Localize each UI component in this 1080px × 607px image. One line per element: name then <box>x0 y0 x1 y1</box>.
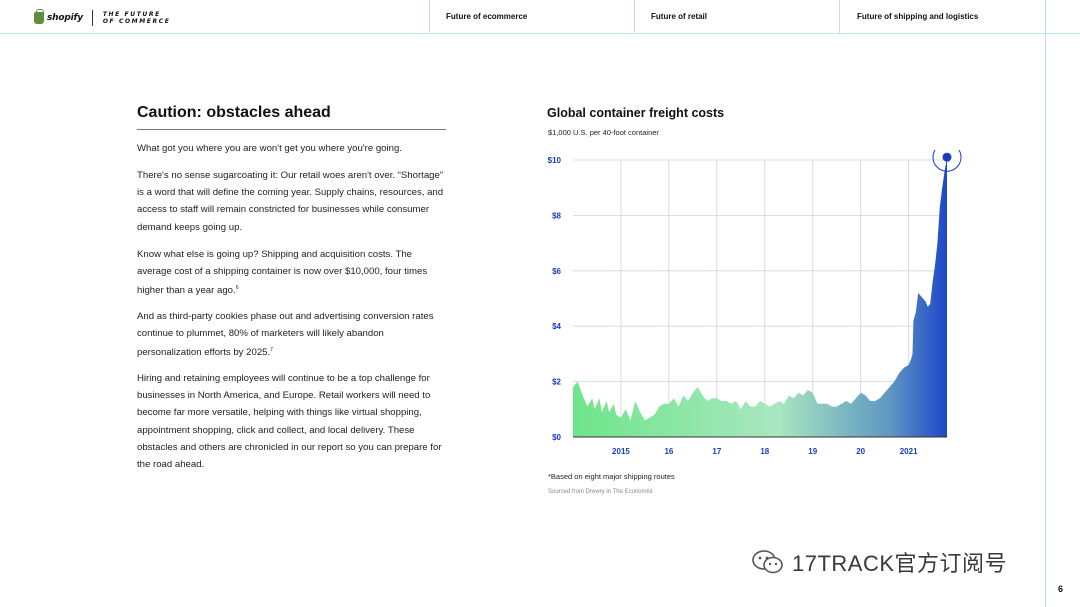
brand-tagline: THE FUTURE OF COMMERCE <box>103 11 171 25</box>
nav-divider <box>839 0 840 34</box>
watermark: 17TRACK官方订阅号 <box>752 546 1007 578</box>
shopify-bag-icon <box>34 9 44 24</box>
wechat-icon <box>752 550 783 574</box>
footnote-ref-6: 6 <box>235 285 239 292</box>
article-title: Caution: obstacles ahead <box>137 104 331 121</box>
tagline-line-1: THE FUTURE <box>102 11 161 18</box>
x-tick-label: 20 <box>856 447 865 456</box>
watermark-text: 17TRACK官方订阅号 <box>792 551 1008 576</box>
y-tick-label: $4 <box>552 322 561 331</box>
y-tick-label: $10 <box>548 156 562 165</box>
article-paragraph-1: What got you where you are won't get you… <box>137 143 402 154</box>
page-margin-rule <box>1045 0 1046 607</box>
x-tick-label: 2015 <box>612 447 630 456</box>
article-paragraph-5: Hiring and retaining employees will cont… <box>137 373 442 471</box>
article-paragraph-3: Know what else is going up? Shipping and… <box>137 246 447 300</box>
x-tick-label: 2021 <box>900 447 918 456</box>
x-tick-label: 19 <box>808 447 817 456</box>
y-tick-label: $6 <box>552 267 561 276</box>
x-tick-label: 18 <box>760 447 769 456</box>
paragraph-3-text: Know what else is going up? Shipping and… <box>137 249 428 297</box>
article-paragraph-4: And as third-party cookies phase out and… <box>137 308 447 362</box>
y-tick-label: $0 <box>552 433 561 442</box>
nav-divider <box>429 0 430 34</box>
footnote-ref-7: 7 <box>270 347 273 354</box>
article-paragraph-2: There's no sense sugarcoating it: Our re… <box>137 170 444 233</box>
y-tick-label: $2 <box>552 378 561 387</box>
chart-title: Global container freight costs <box>547 106 725 120</box>
paragraph-4-text: And as third-party cookies phase out and… <box>137 311 434 359</box>
chart-subtitle: $1,000 U.S. per 40-foot container <box>548 128 659 137</box>
nav-future-of-ecommerce[interactable]: Future of ecommerce <box>446 12 528 21</box>
chart-footnote: *Based on eight major shipping routes <box>548 472 675 481</box>
freight-cost-area <box>573 157 947 437</box>
tagline-line-2: OF COMMERCE <box>102 18 171 25</box>
y-tick-label: $8 <box>552 211 561 220</box>
brand-name: shopify <box>47 13 83 23</box>
chart-source: Sourced from Drewry in The Economist <box>548 489 653 495</box>
nav-divider <box>634 0 635 34</box>
x-tick-label: 16 <box>664 447 673 456</box>
title-underline <box>137 129 446 130</box>
top-navigation-bar: shopify THE FUTURE OF COMMERCE Future of… <box>0 0 1080 34</box>
brand-separator <box>91 10 93 26</box>
freight-cost-chart: $0 $2 $4 $6 $8 $10 2015 16 17 18 19 20 2021 <box>548 150 962 456</box>
nav-future-of-shipping[interactable]: Future of shipping and logistics <box>857 12 979 21</box>
x-tick-label: 17 <box>712 447 721 456</box>
peak-data-point <box>942 152 952 162</box>
nav-future-of-retail[interactable]: Future of retail <box>651 12 708 21</box>
peak-highlight-ring <box>932 150 962 172</box>
page-number: 6 <box>1058 584 1064 594</box>
shopify-logo[interactable]: shopify THE FUTURE OF COMMERCE <box>34 9 170 27</box>
